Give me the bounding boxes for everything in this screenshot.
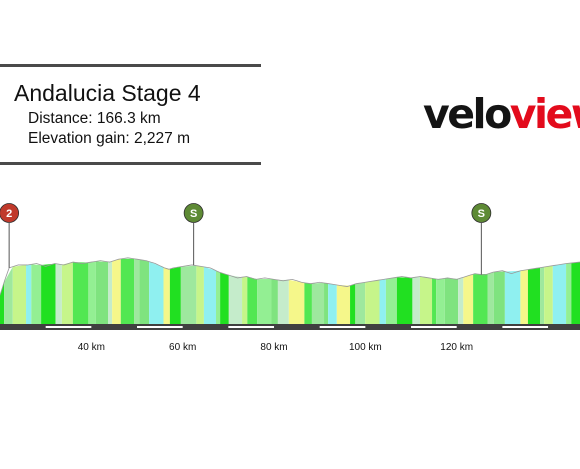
profile-segment xyxy=(228,275,243,324)
profile-segment xyxy=(419,276,433,324)
road-km-marker xyxy=(137,326,183,328)
profile-segment xyxy=(552,263,567,324)
profile-segment xyxy=(41,263,56,324)
profile-segment xyxy=(432,278,437,324)
kom-marker-icon xyxy=(0,203,20,223)
elevation-profile-chart: 2 S S 40 km 60 km 80 km 100 km 120 km xyxy=(0,203,580,353)
profile-segment xyxy=(72,262,89,324)
veloviewer-logo: veloview xyxy=(423,90,580,138)
profile-segment xyxy=(458,277,464,324)
logo-part-velo: velo xyxy=(423,90,512,138)
x-axis-ticks: 40 km 60 km 80 km 100 km 120 km xyxy=(78,342,473,353)
profile-segment xyxy=(544,265,553,324)
road-km-marker xyxy=(319,326,366,328)
top-rule xyxy=(0,64,261,67)
profile-segment xyxy=(220,272,229,324)
profile-segment xyxy=(247,276,258,324)
profile-markers: 2 S S xyxy=(0,203,492,275)
profile-segment xyxy=(108,261,113,324)
stage-title: Andalucia Stage 4 xyxy=(14,80,201,106)
profile-segment xyxy=(379,279,386,324)
profile-segment xyxy=(328,283,337,324)
road-surface xyxy=(0,324,580,330)
profile-segment xyxy=(311,282,325,324)
x-tick-label: 60 km xyxy=(169,342,196,353)
profile-segment xyxy=(444,278,459,324)
stage-elevation-gain: Elevation gain: 2,227 m xyxy=(28,130,190,147)
profile-segment xyxy=(504,270,521,324)
profile-segment xyxy=(257,278,272,324)
profile-segment xyxy=(336,284,351,324)
profile-segment xyxy=(487,272,494,324)
profile-segment xyxy=(463,274,474,324)
profile-segment xyxy=(365,280,380,324)
sprint-marker-label: S xyxy=(478,208,485,220)
profile-segment xyxy=(180,265,197,324)
sprint-marker-label: S xyxy=(190,208,197,220)
x-tick-label: 100 km xyxy=(349,342,382,353)
profile-segment xyxy=(271,278,278,324)
profile-segment xyxy=(196,265,204,324)
profile-segment xyxy=(304,282,312,324)
profile-segment xyxy=(55,263,62,324)
bottom-rule xyxy=(0,162,261,165)
profile-segment xyxy=(120,258,135,324)
profile-segment xyxy=(473,273,488,324)
profile-segment xyxy=(493,271,505,324)
road-bar xyxy=(0,324,580,330)
profile-segment xyxy=(12,264,27,324)
profile-segment xyxy=(412,276,420,324)
road-km-marker xyxy=(502,326,549,328)
profile-segment xyxy=(203,266,217,324)
profile-segment xyxy=(4,266,13,324)
profile-segment xyxy=(139,259,150,324)
x-tick-label: 40 km xyxy=(78,342,105,353)
road-km-marker xyxy=(411,326,457,328)
profile-segment xyxy=(355,282,366,324)
profile-segment xyxy=(95,261,109,324)
profile-segment xyxy=(396,277,413,324)
profile-segment xyxy=(26,264,32,324)
profile-segment xyxy=(277,279,289,324)
kom-marker-label: 2 xyxy=(6,208,12,220)
profile-segment xyxy=(520,269,528,324)
profile-segment xyxy=(242,276,248,324)
profile-segment xyxy=(134,258,140,324)
profile-outline xyxy=(0,257,580,296)
stage-info: Andalucia Stage 4 Distance: 166.3 km Ele… xyxy=(0,64,262,168)
profile-segment xyxy=(216,270,221,324)
profile-segment xyxy=(88,261,96,324)
profile-segment xyxy=(540,267,545,324)
profile-segment xyxy=(169,266,181,324)
profile-segment xyxy=(566,262,572,324)
x-tick-label: 120 km xyxy=(440,342,473,353)
road-km-marker xyxy=(45,326,92,328)
profile-segment xyxy=(163,267,170,324)
profile-segment xyxy=(527,267,541,324)
profile-segments xyxy=(0,257,580,324)
profile-segment xyxy=(61,262,73,324)
logo-part-view: view xyxy=(509,90,580,138)
stage-distance: Distance: 166.3 km xyxy=(28,110,161,127)
profile-segment xyxy=(350,283,356,324)
profile-segment xyxy=(149,261,164,324)
profile-segment xyxy=(385,277,397,324)
profile-segment xyxy=(571,262,580,324)
profile-segment xyxy=(324,282,329,324)
sprint-marker-icon xyxy=(183,203,204,223)
profile-segment xyxy=(112,258,121,324)
profile-segment xyxy=(436,278,445,324)
road-km-marker xyxy=(228,326,275,328)
profile-segment xyxy=(288,279,305,324)
x-tick-label: 80 km xyxy=(260,342,287,353)
profile-segment xyxy=(31,264,42,324)
sprint-marker-icon xyxy=(471,203,492,223)
